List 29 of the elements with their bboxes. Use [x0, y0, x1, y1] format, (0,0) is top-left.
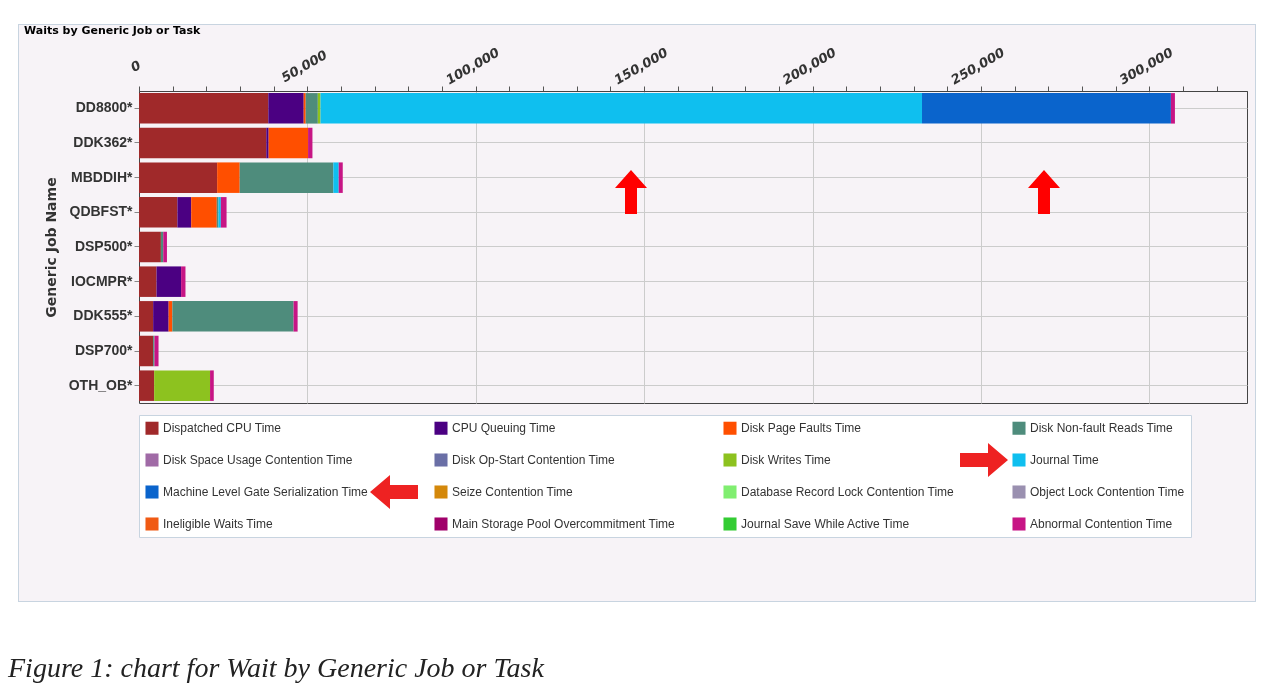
legend-label: Dispatched CPU Time — [163, 421, 282, 436]
y-tick-label: DSP700* — [74, 342, 134, 358]
y-tick-label: QDBFST* — [69, 203, 134, 220]
chart-title: Waits by Generic Job or Task — [24, 23, 201, 37]
legend-label: Journal Save While Active Time — [741, 517, 910, 531]
legend-label: Disk Space Usage Contention Time — [163, 453, 353, 467]
y-axis-title: Generic Job Name — [42, 177, 59, 318]
legend-label: CPU Queuing Time — [452, 421, 556, 436]
y-tick-label: DD8800* — [75, 99, 134, 116]
x-tick-label: 0 — [128, 57, 144, 75]
legend-label: Disk Op-Start Contention Time — [452, 453, 616, 467]
legend-label: Object Lock Contention Time — [1030, 485, 1185, 499]
legend-label: Disk Writes Time — [741, 453, 832, 467]
y-tick-label: DDK362* — [73, 134, 134, 150]
legend-label: Main Storage Pool Overcommitment Time — [452, 517, 676, 531]
legend-label: Seize Contention Time — [452, 485, 574, 499]
y-tick-label: DSP500* — [74, 238, 134, 254]
legend-label: Journal Time — [1030, 453, 1100, 467]
legend-label: Abnormal Contention Time — [1030, 517, 1173, 531]
legend-label: Database Record Lock Contention Time — [741, 485, 955, 499]
y-tick-label: OTH_OB* — [68, 376, 134, 393]
legend-label: Disk Page Faults Time — [741, 421, 862, 436]
y-tick-label: DDK555* — [73, 307, 134, 324]
legend-label: Disk Non-fault Reads Time — [1030, 421, 1174, 436]
legend-label: Ineligible Waits Time — [163, 517, 273, 531]
y-tick-label: MBDDIH* — [71, 168, 134, 185]
y-tick-label: IOCMPR* — [71, 272, 134, 289]
legend-label: Machine Level Gate Serialization Time — [163, 485, 369, 499]
caption: Figure 1: chart for Wait by Generic Job or Task — [8, 652, 544, 684]
